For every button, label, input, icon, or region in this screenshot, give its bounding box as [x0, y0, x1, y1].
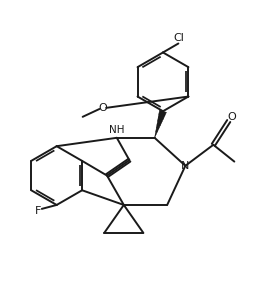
Text: O: O — [227, 112, 236, 122]
Text: NH: NH — [109, 125, 124, 135]
Text: Cl: Cl — [173, 34, 184, 43]
Text: N: N — [181, 161, 190, 171]
Polygon shape — [155, 110, 166, 138]
Text: F: F — [35, 206, 42, 216]
Text: O: O — [99, 103, 107, 113]
